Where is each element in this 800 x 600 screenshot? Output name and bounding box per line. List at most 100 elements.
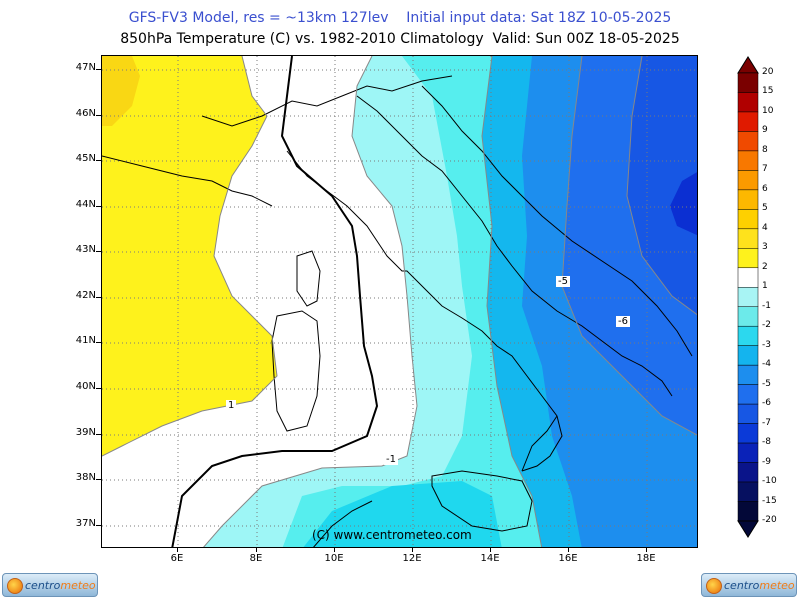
colorbar-tick-label: 1	[762, 281, 768, 292]
lon-label: 10E	[324, 553, 344, 564]
colorbar-segment	[737, 423, 759, 444]
colorbar-segment	[737, 442, 759, 463]
colorbar-tick-label: 15	[762, 86, 774, 97]
lat-tick	[96, 160, 101, 161]
lat-label: 41N	[75, 335, 96, 346]
lon-label: 6E	[170, 553, 184, 564]
colorbar-tick-label: -4	[762, 359, 771, 370]
colorbar-tick-label: 3	[762, 242, 768, 253]
colorbar-segment	[737, 384, 759, 405]
colorbar-segment	[737, 150, 759, 171]
lat-tick	[96, 206, 101, 207]
colorbar-segment	[737, 228, 759, 249]
lon-label: 16E	[558, 553, 578, 564]
lat-tick	[96, 525, 101, 526]
lon-label: 14E	[480, 553, 500, 564]
lat-tick	[96, 115, 101, 116]
colorbar-segment	[737, 325, 759, 346]
lon-tick	[646, 548, 647, 552]
anomaly-band-neg6	[627, 56, 697, 315]
colorbar-tick-label: -3	[762, 339, 771, 350]
colorbar-tick-label: 2	[762, 261, 768, 272]
lon-tick	[334, 548, 335, 552]
lon-label: 8E	[249, 553, 263, 564]
colorbar-segment	[737, 72, 759, 93]
colorbar-segment	[737, 287, 759, 307]
colorbar-tick-label: 10	[762, 105, 774, 116]
lat-label: 42N	[75, 290, 96, 301]
lat-tick	[96, 388, 101, 389]
colorbar-segment	[737, 170, 759, 191]
colorbar-segment	[737, 481, 759, 502]
colorbar-tick-label: 7	[762, 164, 768, 175]
colorbar-tick-label: -6	[762, 398, 771, 409]
colorbar-tick-label: -10	[762, 476, 777, 487]
lat-label: 43N	[75, 244, 96, 255]
colorbar-segment	[737, 209, 759, 230]
zero-isotherm	[171, 56, 379, 547]
map-panel: 1 -1 -5 -6	[101, 55, 698, 548]
lat-label: 40N	[75, 381, 96, 392]
colorbar-segment	[737, 131, 759, 152]
anomaly-band-pos1	[102, 56, 277, 456]
colorbar-tick-label: 8	[762, 144, 768, 155]
colorbar-tick-label: -5	[762, 378, 771, 389]
lat-tick	[96, 342, 101, 343]
colorbar-tick-label: 20	[762, 67, 774, 77]
colorbar-segment	[737, 501, 759, 522]
colorbar-tick-label: 6	[762, 183, 768, 194]
colorbar-tick-label: -15	[762, 495, 777, 506]
anomaly-band-neg7	[670, 172, 697, 236]
colorbar-tick-label: -2	[762, 320, 771, 331]
colorbar-tick-label: -9	[762, 456, 771, 467]
contour-label-plus1: 1	[226, 400, 237, 411]
copyright-text: (C) www.centrometeo.com	[312, 528, 472, 542]
lon-tick	[412, 548, 413, 552]
centrometeo-logo-icon	[7, 578, 23, 594]
lat-tick	[96, 251, 101, 252]
brand-badge-left[interactable]: centrometeo	[2, 573, 98, 597]
lat-tick	[96, 479, 101, 480]
colorbar-segment	[737, 345, 759, 366]
temperature-map	[102, 56, 697, 547]
colorbar-bottom-arrow	[737, 520, 759, 538]
colorbar-segment	[737, 248, 759, 269]
lat-label: 39N	[75, 427, 96, 438]
brand-badge-right[interactable]: centrometeo	[701, 573, 797, 597]
colorbar-segment	[737, 189, 759, 210]
centrometeo-logo-icon	[706, 578, 722, 594]
lat-label: 38N	[75, 472, 96, 483]
colorbar-top-arrow	[737, 56, 759, 74]
colorbar-segment	[737, 267, 759, 288]
colorbar-tick-label: -1	[762, 300, 771, 311]
contour-label-minus5: -5	[556, 276, 570, 287]
colorbar-tick-label: 9	[762, 125, 768, 136]
lat-label: 46N	[75, 108, 96, 119]
lat-tick	[96, 434, 101, 435]
colorbar	[737, 56, 759, 538]
colorbar-tick-label: 4	[762, 222, 768, 233]
contour-label-minus6: -6	[616, 316, 630, 327]
colorbar-tick-label: 5	[762, 203, 768, 214]
lon-tick	[568, 548, 569, 552]
lat-label: 44N	[75, 199, 96, 210]
contour-label-minus1: -1	[384, 454, 398, 465]
lon-tick	[256, 548, 257, 552]
anomaly-band-pos2	[102, 56, 140, 126]
brand-text: centrometeo	[724, 579, 795, 592]
lat-tick	[96, 297, 101, 298]
lat-label: 45N	[75, 153, 96, 164]
brand-text: centrometeo	[25, 579, 96, 592]
lon-label: 12E	[402, 553, 422, 564]
lat-label: 37N	[75, 518, 96, 529]
colorbar-tick-label: -7	[762, 417, 771, 428]
thin-isotherms	[102, 56, 697, 547]
lat-label: 47N	[75, 62, 96, 73]
lon-tick	[490, 548, 491, 552]
colorbar-tick-label: -8	[762, 437, 771, 448]
colorbar-segment	[737, 462, 759, 483]
lat-tick	[96, 69, 101, 70]
colorbar-segment	[737, 403, 759, 424]
colorbar-segment	[737, 92, 759, 113]
colorbar-segment	[737, 306, 759, 327]
